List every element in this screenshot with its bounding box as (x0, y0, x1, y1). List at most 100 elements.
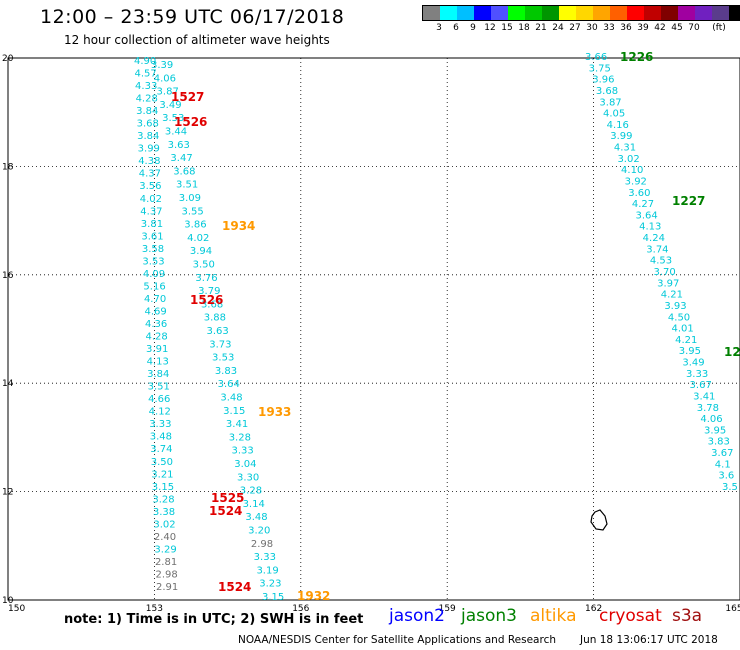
latitude-tick-label: 18 (2, 162, 14, 172)
wave-height-value: 3.41 (693, 391, 715, 402)
wave-height-value: 4.27 (632, 199, 654, 210)
wave-height-value: 4.06 (154, 73, 176, 84)
wave-height-value: 3.41 (226, 419, 248, 430)
longitude-tick-label: 153 (146, 604, 163, 614)
footer-note: note: 1) Time is in UTC; 2) SWH is in fe… (64, 612, 364, 627)
color-scale-label: 70 (688, 23, 700, 33)
wave-height-value: 3.83 (215, 366, 237, 377)
latitude-tick-label: 20 (2, 54, 14, 64)
color-scale-label: 36 (620, 23, 632, 33)
color-scale-label: (ft) (712, 23, 726, 33)
color-swatch (440, 6, 457, 20)
wave-height-value: 4.02 (187, 233, 209, 244)
color-swatch (593, 6, 610, 20)
color-swatch (695, 6, 712, 20)
wave-height-value: 3.09 (179, 193, 201, 204)
pass-time-label: 1524 (209, 504, 242, 518)
wave-height-value: 3.53 (162, 113, 184, 124)
color-swatch (542, 6, 559, 20)
pass-time-label: 1932 (297, 589, 330, 603)
wave-height-value: 3.33 (686, 369, 708, 380)
wave-height-value: 3.53 (212, 353, 234, 364)
pass-time-label: 1933 (258, 405, 291, 419)
color-swatch (423, 6, 440, 20)
wave-height-value: 4.24 (643, 233, 665, 244)
pass-time-label: 12 (724, 345, 740, 359)
wave-height-value: 3.74 (646, 244, 668, 255)
pass-time-label: 1227 (672, 194, 705, 208)
legend-item-altika: altika (530, 606, 577, 626)
wave-height-value: 3.95 (704, 425, 726, 436)
wave-height-value: 3.88 (204, 313, 226, 324)
color-scale-label: 39 (637, 23, 649, 33)
wave-height-value: 4.31 (614, 143, 636, 154)
wave-height-value: 2.40 (154, 532, 176, 543)
wave-height-value: 4.37 (140, 206, 162, 217)
coastline-island (590, 509, 608, 531)
color-scale-label: 45 (671, 23, 683, 33)
pass-time-label: 1526 (190, 293, 223, 307)
wave-height-value: 4.33 (135, 81, 157, 92)
wave-height-value: 3.21 (151, 469, 173, 480)
color-swatch (610, 6, 627, 20)
wave-height-value: 2.91 (156, 582, 178, 593)
color-swatch (661, 6, 678, 20)
pass-time-label: 1526 (174, 115, 207, 129)
wave-height-value: 3.75 (589, 63, 611, 74)
latitude-tick-label: 12 (2, 488, 13, 498)
latitude-tick-label: 10 (2, 596, 14, 606)
wave-height-value: 3.95 (679, 346, 701, 357)
wave-height-value: 3.84 (136, 106, 158, 117)
wave-height-value: 4.66 (148, 394, 170, 405)
wave-height-value: 3.29 (154, 544, 176, 555)
color-scale-label: 33 (603, 23, 615, 33)
wave-height-value: 3.38 (153, 507, 175, 518)
wave-height-value: 3.67 (711, 448, 733, 459)
wave-height-value: 3.28 (229, 432, 251, 443)
wave-height-value: 3.48 (245, 512, 267, 523)
color-swatch (457, 6, 474, 20)
wave-height-value: 3.63 (168, 140, 190, 151)
color-scale-label: 9 (470, 23, 476, 33)
wave-height-value: 4.70 (144, 294, 166, 305)
pass-time-label: 1226 (620, 50, 653, 64)
wave-height-value: 3.92 (625, 176, 647, 187)
color-swatch (576, 6, 593, 20)
wave-height-value: 3.63 (207, 326, 229, 337)
wave-height-value: 3.84 (137, 131, 159, 142)
wave-height-value: 4.21 (675, 335, 697, 346)
wave-height-value: 3.55 (182, 206, 204, 217)
wave-height-value: 3.53 (142, 256, 164, 267)
wave-height-value: 4.28 (136, 94, 158, 105)
wave-height-value: 3.5 (722, 482, 738, 493)
wave-height-value: 3.50 (151, 457, 173, 468)
wave-height-value: 3.49 (682, 358, 704, 369)
color-scale-label: 15 (501, 23, 513, 33)
wave-height-value: 3.70 (654, 267, 676, 278)
wave-height-value: 3.15 (152, 482, 174, 493)
wave-height-value: 3.94 (190, 246, 212, 257)
longitude-tick-label: 165 (725, 604, 740, 614)
wave-height-value: 2.81 (155, 557, 177, 568)
wave-height-value: 4.09 (143, 269, 165, 280)
wave-height-value: 3.64 (635, 210, 657, 221)
color-scale-label: 12 (484, 23, 496, 33)
wave-height-value: 3.68 (596, 86, 618, 97)
wave-height-value: 3.23 (259, 579, 281, 590)
wave-height-value: 3.66 (585, 52, 607, 63)
pass-time-label: 1934 (222, 219, 255, 233)
wave-height-value: 4.57 (135, 69, 157, 80)
longitude-tick-label: 159 (439, 604, 456, 614)
wave-height-value: 3.33 (231, 446, 253, 457)
axis-tick-labels: 150 153 156 159 162 165 10 12 14 16 18 20 (2, 54, 740, 614)
wave-height-value: 3.14 (243, 499, 265, 510)
wave-height-value: 4.50 (668, 312, 690, 323)
legend-item-s3a: s3a (672, 606, 703, 626)
color-swatch (508, 6, 525, 20)
wave-height-value: 3.86 (184, 220, 206, 231)
color-swatch (627, 6, 644, 20)
color-swatch (729, 6, 740, 20)
latitude-tick-label: 16 (2, 271, 14, 281)
wave-height-value: 3.44 (165, 127, 187, 138)
